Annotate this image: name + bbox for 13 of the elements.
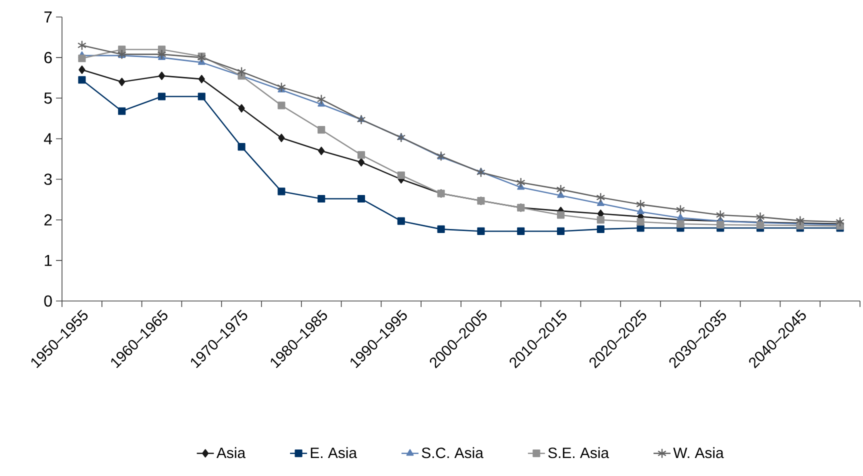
legend-label: Asia [216, 447, 246, 458]
y-tick-label: 4 [44, 133, 52, 144]
y-tick-label: 5 [44, 92, 52, 104]
legend-label: W. Asia [673, 447, 724, 458]
legend-label: S.C. Asia [422, 447, 484, 458]
y-tick-label: 6 [44, 52, 52, 64]
y-tick-label: 2 [44, 214, 52, 226]
y-tick-label: 3 [44, 174, 52, 185]
y-tick-label: 7 [44, 12, 52, 22]
y-tick-label: 0 [44, 295, 52, 307]
legend-label: E. Asia [310, 447, 358, 458]
legend-label: S.E. Asia [548, 447, 610, 458]
y-tick-label: 1 [44, 254, 52, 266]
